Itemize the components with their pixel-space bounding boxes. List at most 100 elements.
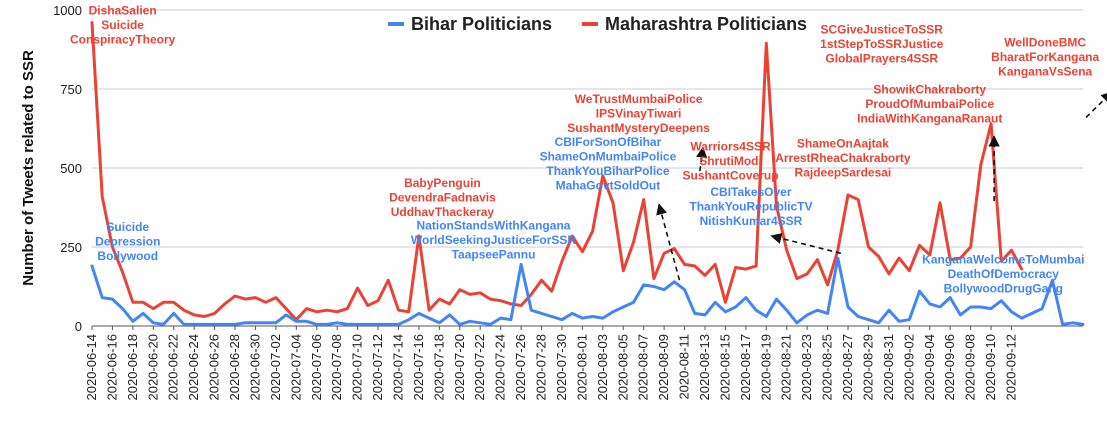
annotation-label: ShowikChakraborty bbox=[873, 83, 986, 97]
x-tick-label: 2020-06-30 bbox=[247, 334, 262, 401]
annotation-arrows bbox=[656, 91, 1107, 281]
annotation-label: Bollywood bbox=[97, 249, 158, 263]
x-tick-label: 2020-08-15 bbox=[717, 334, 732, 401]
y-axis-ticks: 0 250 500 750 1000 bbox=[53, 3, 82, 334]
x-tick-label: 2020-07-08 bbox=[329, 334, 344, 401]
x-tick-label: 2020-08-09 bbox=[656, 334, 671, 401]
y-tick-label: 750 bbox=[60, 82, 82, 97]
y-tick-label: 0 bbox=[75, 319, 82, 334]
annotation-label: IndiaWithKanganaRanaut bbox=[857, 112, 1002, 126]
legend-label: Bihar Politicians bbox=[411, 14, 552, 34]
x-tick-label: 2020-08-25 bbox=[820, 334, 835, 401]
annotation-label: BharatForKangana bbox=[991, 50, 1099, 64]
y-tick-label: 1000 bbox=[53, 3, 82, 18]
annotation-label: Suicide bbox=[106, 220, 149, 234]
series-lines bbox=[90, 21, 1085, 326]
x-tick-label: 2020-08-27 bbox=[840, 334, 855, 401]
x-tick-label: 2020-06-14 bbox=[84, 334, 99, 401]
annotation-label: SushantCoverup bbox=[683, 169, 779, 183]
x-tick-label: 2020-07-22 bbox=[472, 334, 487, 401]
x-tick-label: 2020-07-28 bbox=[534, 334, 549, 401]
annotation-label: Depression bbox=[95, 235, 160, 249]
annotation-label: WeTrustMumbaiPolice bbox=[575, 92, 703, 106]
legend-label: Maharashtra Politicians bbox=[605, 14, 807, 34]
annotation-label: DeathOfDemocracy bbox=[948, 267, 1060, 281]
x-tick-label: 2020-09-02 bbox=[901, 334, 916, 401]
annotation-arrow bbox=[770, 232, 842, 255]
x-tick-label: 2020-08-23 bbox=[799, 334, 814, 401]
y-tick-label: 250 bbox=[60, 240, 82, 255]
series-line-bihar-politicians bbox=[90, 256, 1085, 326]
legend: Bihar Politicians Maharashtra Politicians bbox=[388, 14, 807, 34]
x-tick-label: 2020-07-16 bbox=[411, 334, 426, 401]
x-tick-label: 2020-07-18 bbox=[431, 334, 446, 401]
annotation-arrow bbox=[656, 203, 681, 281]
x-tick-label: 2020-06-20 bbox=[145, 334, 160, 401]
annotation-label: ProudOfMumbaiPolice bbox=[865, 97, 994, 111]
x-tick-label: 2020-09-08 bbox=[963, 334, 978, 401]
x-tick-label: 2020-06-26 bbox=[207, 334, 222, 401]
x-tick-label: 2020-06-22 bbox=[166, 334, 181, 401]
annotation-label: ThankYouBiharPolice bbox=[546, 164, 669, 178]
annotation-label: MahaGovtSoldOut bbox=[556, 178, 661, 192]
annotation-label: WorldSeekingJusticeForSSR bbox=[411, 233, 576, 247]
annotation-label: KanganaWelcomeToMumbai bbox=[922, 252, 1084, 266]
annotation-label: ShrutiModi bbox=[699, 154, 762, 168]
annotation-label: SushantMysteryDeepens bbox=[567, 121, 710, 135]
annotation-label: CBIForSonOfBihar bbox=[555, 135, 662, 149]
x-tick-label: 2020-07-02 bbox=[268, 334, 283, 401]
annotation-label: Suicide bbox=[101, 18, 144, 32]
annotation-label: IPSVinayTiwari bbox=[596, 107, 682, 121]
x-tick-label: 2020-06-18 bbox=[125, 334, 140, 401]
annotation-label: BollywoodDrugGang bbox=[944, 281, 1063, 295]
annotation-label: ShameOnMumbaiPolice bbox=[540, 149, 677, 163]
x-tick-label: 2020-09-10 bbox=[983, 334, 998, 401]
annotation-label: RajdeepSardesai bbox=[795, 165, 892, 179]
y-tick-label: 500 bbox=[60, 161, 82, 176]
x-tick-label: 2020-08-19 bbox=[758, 334, 773, 401]
x-tick-label: 2020-08-07 bbox=[636, 334, 651, 401]
annotation-label: TaapseePannu bbox=[452, 248, 536, 262]
x-tick-label: 2020-07-10 bbox=[350, 334, 365, 401]
x-tick-label: 2020-07-30 bbox=[554, 334, 569, 401]
annotation-label: 1stStepToSSRJustice bbox=[820, 37, 943, 51]
x-tick-label: 2020-07-20 bbox=[452, 334, 467, 401]
annotation-label: SCGiveJusticeToSSR bbox=[820, 23, 943, 37]
annotation-label: GlobalPrayers4SSR bbox=[825, 52, 938, 66]
x-tick-label: 2020-09-04 bbox=[922, 334, 937, 401]
annotation-label: ConspiracyTheory bbox=[70, 33, 176, 47]
annotation-label: CBITakesOver bbox=[710, 185, 791, 199]
x-tick-label: 2020-09-06 bbox=[942, 334, 957, 401]
annotation-label: DevendraFadnavis bbox=[389, 190, 496, 204]
y-axis-label: Number of Tweets related to SSR bbox=[20, 50, 37, 286]
x-tick-label: 2020-06-16 bbox=[104, 334, 119, 401]
x-tick-label: 2020-07-24 bbox=[493, 334, 508, 401]
x-tick-label: 2020-08-17 bbox=[738, 334, 753, 401]
annotation-label: UddhavThackeray bbox=[391, 205, 495, 219]
x-tick-label: 2020-07-14 bbox=[390, 334, 405, 401]
x-tick-label: 2020-08-29 bbox=[860, 334, 875, 401]
x-tick-label: 2020-07-06 bbox=[309, 334, 324, 401]
annotation-label: ShameOnAajtak bbox=[797, 136, 889, 150]
annotation-label: NitishKumar4SSR bbox=[700, 214, 803, 228]
x-axis-ticks: 2020-06-14 2020-06-16 2020-06-18 2020-06-20… bbox=[84, 326, 1018, 401]
x-tick-label: 2020-06-24 bbox=[186, 334, 201, 401]
annotation-label: ArrestRheaChakraborty bbox=[775, 151, 911, 165]
x-tick-label: 2020-08-31 bbox=[881, 334, 896, 401]
x-tick-label: 2020-08-01 bbox=[574, 334, 589, 401]
x-tick-label: 2020-07-12 bbox=[370, 334, 385, 401]
x-tick-label: 2020-06-28 bbox=[227, 334, 242, 401]
x-tick-label: 2020-07-26 bbox=[513, 334, 528, 401]
annotation-arrow bbox=[696, 146, 708, 172]
annotation-label: Warriors4SSR bbox=[690, 140, 771, 154]
x-tick-label: 2020-07-04 bbox=[288, 334, 303, 401]
x-tick-label: 2020-08-13 bbox=[697, 334, 712, 401]
series-line-maharashtra-politicians bbox=[90, 21, 1024, 322]
x-tick-label: 2020-08-21 bbox=[779, 334, 794, 401]
annotation-label: DishaSalien bbox=[89, 4, 157, 18]
annotation-label: WellDoneBMC bbox=[1004, 35, 1086, 49]
annotation-label: KanganaVsSena bbox=[998, 64, 1092, 78]
annotation-label: ThankYouRepublicTV bbox=[689, 199, 812, 213]
annotations: DishaSalienSuicideConspiracyTheorySuicid… bbox=[70, 4, 1100, 296]
